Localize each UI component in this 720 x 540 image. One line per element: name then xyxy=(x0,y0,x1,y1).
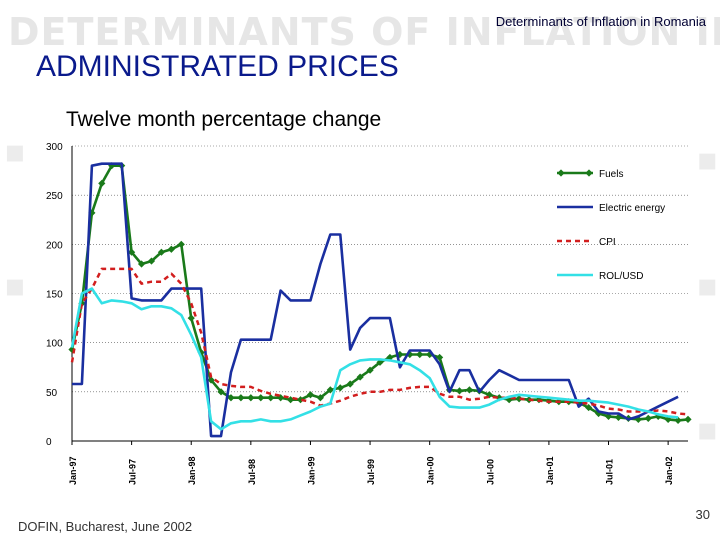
series-line-fuels xyxy=(70,164,689,422)
y-tick-label: 100 xyxy=(46,339,63,350)
data-point xyxy=(286,396,295,404)
data-point xyxy=(257,394,265,402)
legend-label: CPI xyxy=(599,237,616,248)
data-point xyxy=(505,396,513,404)
data-point xyxy=(147,257,156,265)
data-point xyxy=(614,413,623,421)
data-point xyxy=(267,394,275,402)
data-point xyxy=(356,373,364,381)
data-point xyxy=(177,240,185,248)
data-point xyxy=(604,412,613,421)
left-decoration-top: ▪ xyxy=(4,132,26,170)
data-point xyxy=(336,384,344,392)
axis-layer: 0 50 100 150 200 250 300 Jan-97 Jul-97 Jan-98 Jul-… xyxy=(46,142,688,485)
data-point xyxy=(137,260,146,268)
right-decoration-top: ▪ xyxy=(696,140,718,178)
data-point xyxy=(316,394,324,402)
x-tick-label: Jul-99 xyxy=(366,459,376,485)
series-line-cpi xyxy=(70,267,689,416)
data-point xyxy=(187,314,195,322)
legend-label: Fuels xyxy=(599,169,623,180)
x-tick-label: Jan-01 xyxy=(545,456,555,485)
x-tick-label: Jul-97 xyxy=(128,459,138,485)
series-line-electric-energy xyxy=(72,162,679,438)
data-point xyxy=(207,376,215,384)
data-point xyxy=(585,403,593,412)
data-point xyxy=(167,245,175,253)
x-tick-label: Jan-99 xyxy=(306,456,316,485)
header-label: Determinants of Inflation in Romania xyxy=(495,14,706,29)
y-tick-label: 300 xyxy=(46,142,63,153)
x-tick-label: Jan-00 xyxy=(426,456,436,485)
data-point xyxy=(157,248,166,256)
x-tick-label: Jul-01 xyxy=(605,459,615,485)
x-tick-label: Jan-97 xyxy=(68,456,78,485)
x-tick-label: Jul-00 xyxy=(485,459,495,485)
slide-title: ADMINISTRATED PRICES xyxy=(36,50,399,83)
chart-title: Twelve month percentage change xyxy=(66,108,382,131)
legend-label: Electric energy xyxy=(599,203,665,214)
right-decoration-mid: ▪ xyxy=(696,266,718,304)
page-number: 30 xyxy=(695,507,710,522)
legend-marker xyxy=(557,169,565,177)
y-tick-label: 200 xyxy=(46,240,63,251)
data-point xyxy=(455,387,464,395)
grid-layer xyxy=(72,145,688,393)
data-point xyxy=(326,386,334,394)
series-line-rol-usd xyxy=(70,287,679,431)
data-point xyxy=(128,248,136,256)
data-point xyxy=(594,409,603,418)
y-tick-label: 50 xyxy=(46,388,58,399)
data-point xyxy=(227,394,235,402)
y-tick-label: 150 xyxy=(46,290,63,301)
data-point xyxy=(644,414,652,422)
data-point xyxy=(515,395,523,403)
legend-label: ROL/USD xyxy=(599,271,643,282)
data-point xyxy=(296,396,305,404)
series-layer xyxy=(68,162,692,438)
data-point xyxy=(98,179,106,187)
data-point xyxy=(634,415,642,423)
data-point xyxy=(68,345,76,354)
y-tick-label: 250 xyxy=(46,191,63,202)
decorative-banner: DETERMINANTS OF INFLATION IN ROMANIA DET… xyxy=(8,10,720,54)
data-point xyxy=(416,350,424,359)
left-decoration-mid: ▪ xyxy=(4,266,26,304)
data-point xyxy=(237,394,245,402)
data-point xyxy=(664,415,672,423)
right-decoration-low: ▪ xyxy=(696,410,718,448)
data-point xyxy=(247,394,255,402)
data-point xyxy=(684,415,692,423)
x-tick-label: Jan-98 xyxy=(187,456,197,485)
x-tick-label: Jan-02 xyxy=(664,456,674,485)
legend: Fuels Electric energy CPI ROL/USD xyxy=(557,169,665,282)
footer-source: DOFIN, Bucharest, June 2002 xyxy=(18,519,193,534)
data-point xyxy=(306,391,315,399)
legend-marker xyxy=(585,169,593,177)
data-point xyxy=(346,380,354,388)
data-point xyxy=(674,416,682,424)
data-point xyxy=(575,399,583,407)
data-point xyxy=(465,386,474,394)
x-tick-label: Jul-98 xyxy=(247,459,257,485)
y-tick-label: 0 xyxy=(46,437,52,448)
data-point xyxy=(78,299,86,307)
data-point xyxy=(217,388,225,396)
data-point xyxy=(366,366,374,374)
data-point xyxy=(436,353,444,362)
